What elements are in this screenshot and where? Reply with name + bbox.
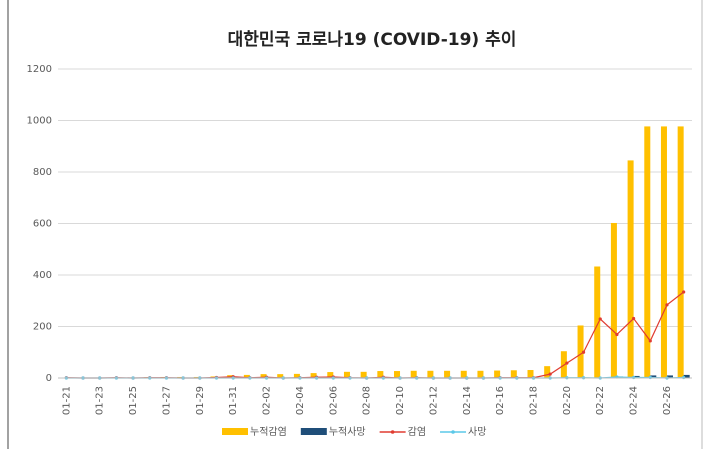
y-tick-label: 800 bbox=[33, 167, 52, 178]
point bbox=[549, 373, 552, 376]
x-tick-label: 01-21 bbox=[61, 386, 72, 415]
x-tick-label: 01-25 bbox=[128, 386, 139, 415]
legend-marker bbox=[391, 430, 395, 434]
point bbox=[632, 317, 635, 320]
chart-title: 대한민국 코로나19 (COVID-19) 추이 bbox=[228, 30, 517, 50]
x-tick-label: 02-12 bbox=[428, 386, 439, 415]
legend-label: 사망 bbox=[468, 426, 486, 438]
legend-label: 누적감염 bbox=[250, 426, 287, 438]
bar bbox=[544, 366, 550, 378]
point bbox=[582, 351, 585, 354]
x-tick-label: 02-24 bbox=[629, 386, 640, 415]
bar bbox=[678, 126, 684, 378]
x-tick-label: 02-22 bbox=[595, 386, 606, 415]
x-tick-label: 02-10 bbox=[395, 386, 406, 415]
x-tick-label: 02-26 bbox=[662, 386, 673, 415]
y-tick-label: 1000 bbox=[27, 116, 52, 127]
legend-swatch bbox=[301, 428, 327, 435]
bar bbox=[611, 223, 617, 378]
legend-label: 감염 bbox=[408, 426, 426, 438]
point bbox=[682, 376, 685, 379]
legend-marker bbox=[451, 430, 455, 434]
x-tick-label: 02-02 bbox=[262, 386, 273, 415]
point bbox=[565, 361, 568, 364]
point bbox=[615, 333, 618, 336]
x-tick-label: 01-23 bbox=[95, 386, 106, 415]
point bbox=[665, 303, 668, 306]
point bbox=[649, 339, 652, 342]
y-tick-label: 200 bbox=[33, 322, 52, 333]
x-tick-label: 02-20 bbox=[562, 386, 573, 415]
bar bbox=[661, 126, 667, 378]
x-tick-label: 01-31 bbox=[228, 386, 239, 415]
point bbox=[599, 317, 602, 320]
x-tick-label: 02-14 bbox=[462, 386, 473, 415]
point bbox=[649, 376, 652, 379]
y-tick-label: 0 bbox=[46, 373, 52, 384]
x-tick-label: 02-04 bbox=[295, 386, 306, 415]
point bbox=[632, 376, 635, 379]
x-tick-label: 01-27 bbox=[161, 386, 172, 415]
bar bbox=[594, 267, 600, 378]
x-tick-label: 02-16 bbox=[495, 386, 506, 415]
x-tick-label: 01-29 bbox=[195, 386, 206, 415]
bar bbox=[628, 160, 634, 378]
x-tick-label: 02-06 bbox=[328, 386, 339, 415]
legend-swatch bbox=[222, 428, 248, 435]
x-tick-label: 02-08 bbox=[362, 386, 373, 415]
y-tick-label: 600 bbox=[33, 219, 52, 230]
legend-label: 누적사망 bbox=[329, 426, 366, 438]
y-tick-label: 400 bbox=[33, 270, 52, 281]
y-tick-label: 1200 bbox=[27, 64, 52, 75]
point bbox=[682, 290, 685, 293]
x-tick-label: 02-18 bbox=[529, 386, 540, 415]
